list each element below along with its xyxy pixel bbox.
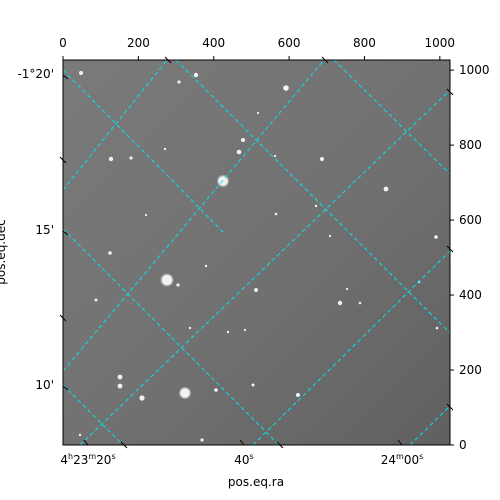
- dec-tick-label: 10': [35, 378, 54, 392]
- star: [162, 275, 172, 285]
- ra-tick-label: 40s: [234, 452, 253, 467]
- grid-crossing-tick: [446, 403, 454, 411]
- dec-tick-label: -1°20': [17, 67, 54, 81]
- star: [163, 147, 167, 151]
- dec-tick-mark: [62, 230, 69, 236]
- grid-line: [63, 384, 124, 445]
- star: [256, 111, 260, 115]
- star: [177, 80, 181, 84]
- star: [296, 393, 300, 397]
- star: [314, 204, 318, 208]
- grid-crossing-tick: [276, 441, 284, 449]
- grid-crossing-tick: [446, 88, 454, 96]
- star: [214, 388, 218, 392]
- star: [345, 287, 349, 291]
- star: [200, 438, 204, 442]
- star: [79, 71, 83, 75]
- star: [383, 186, 389, 192]
- ra-tick-label: 4h23m20s: [60, 452, 115, 467]
- star: [358, 301, 362, 305]
- grid-line: [409, 405, 450, 445]
- star: [180, 388, 190, 398]
- star: [204, 264, 208, 268]
- star: [129, 156, 133, 160]
- grid-line: [175, 60, 450, 334]
- star: [251, 383, 255, 387]
- top-tick-label: 800: [353, 36, 376, 50]
- star: [188, 326, 192, 330]
- top-tick-label: 400: [202, 36, 225, 50]
- star: [320, 157, 324, 161]
- star: [434, 235, 438, 239]
- world-axis-ticks: [59, 56, 454, 449]
- star: [226, 330, 230, 334]
- grid-crossing-tick: [59, 314, 67, 322]
- star: [241, 138, 245, 142]
- star: [117, 374, 123, 380]
- top-tick-label: 200: [127, 36, 150, 50]
- top-tick-label: 0: [59, 36, 67, 50]
- right-pixel-tick-labels: 0 200 400 600 800 1000: [459, 63, 490, 452]
- grid-line: [63, 228, 280, 445]
- y-axis-title: pos.eq.dec: [0, 219, 8, 284]
- star: [283, 85, 289, 91]
- grid-line: [63, 69, 225, 234]
- star: [236, 149, 242, 155]
- star: [94, 298, 98, 302]
- star: [328, 234, 332, 238]
- pixel-axis-ticks: [62, 56, 454, 446]
- dec-tick-label: 15': [35, 223, 54, 237]
- dec-tick-mark: [62, 74, 69, 80]
- grid-line: [333, 60, 450, 175]
- star: [144, 213, 148, 217]
- ra-tick-label: 24m00s: [381, 452, 424, 467]
- coordinate-grid: [63, 60, 450, 445]
- star: [254, 288, 258, 292]
- star-field: [78, 71, 439, 442]
- ra-tick-mark: [83, 439, 89, 446]
- grid-crossing-tick: [446, 245, 454, 253]
- plot-frame: [62, 59, 451, 446]
- star: [337, 300, 343, 306]
- top-tick-label: 1000: [425, 36, 456, 50]
- star: [273, 154, 277, 158]
- x-axis-title: pos.eq.ra: [228, 475, 284, 489]
- ra-tick-mark: [397, 439, 403, 446]
- grid-crossing-tick: [164, 56, 172, 64]
- star: [139, 395, 145, 401]
- star: [78, 433, 82, 437]
- ra-tick-labels: 4h23m20s 40s 24m00s: [60, 452, 423, 467]
- dec-tick-labels: -1°20' 15' 10': [17, 67, 54, 392]
- ra-tick-mark: [239, 439, 245, 446]
- top-tick-label: 600: [278, 36, 301, 50]
- right-tick-label: 1000: [459, 63, 490, 77]
- top-pixel-tick-labels: 0 200 400 600 800 1000: [59, 36, 455, 50]
- grid-crossing-tick: [120, 441, 128, 449]
- right-tick-label: 200: [459, 363, 482, 377]
- star: [193, 72, 199, 78]
- star: [176, 283, 180, 287]
- right-tick-label: 400: [459, 288, 482, 302]
- grid-line: [63, 60, 325, 372]
- star: [117, 383, 123, 389]
- sky-image: [63, 60, 450, 445]
- right-tick-label: 800: [459, 138, 482, 152]
- grid-crossing-tick: [321, 56, 329, 64]
- right-tick-label: 600: [459, 213, 482, 227]
- grid-line: [79, 89, 450, 445]
- star: [243, 328, 247, 332]
- grid-crossing-tick: [59, 156, 67, 164]
- star: [435, 326, 439, 330]
- star: [108, 251, 112, 255]
- dec-tick-mark: [62, 385, 69, 391]
- star: [274, 212, 278, 216]
- star: [108, 156, 114, 162]
- right-tick-label: 0: [459, 438, 467, 452]
